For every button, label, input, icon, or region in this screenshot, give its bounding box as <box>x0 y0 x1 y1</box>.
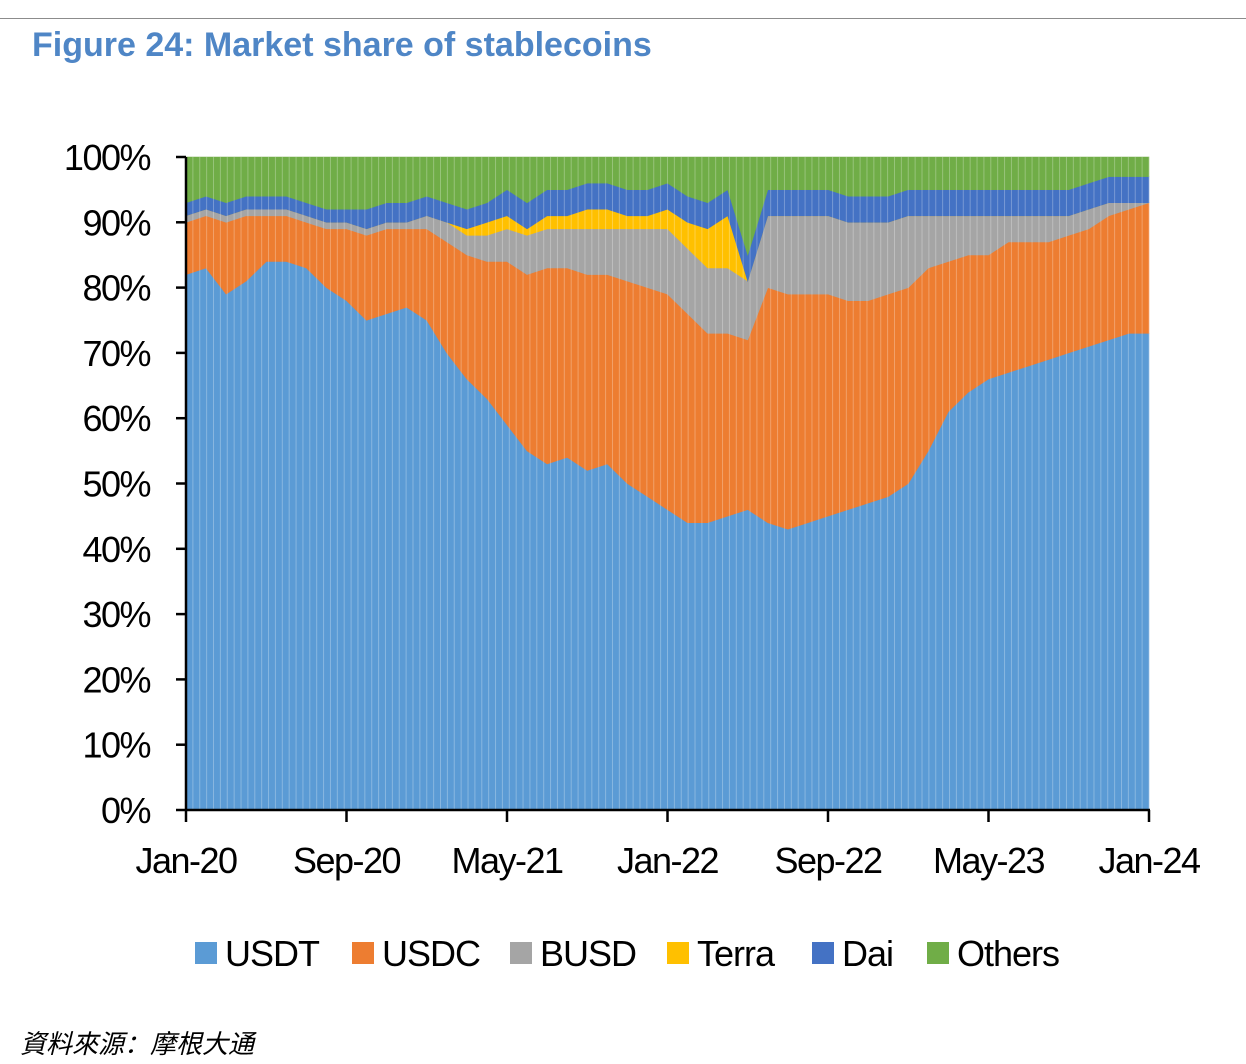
legend-label-others: Others <box>957 933 1059 974</box>
axes <box>176 155 1151 822</box>
figure-title: Figure 24: Market share of stablecoins <box>32 26 652 64</box>
y-tick-label: 40% <box>82 529 150 570</box>
y-tick-label: 80% <box>82 268 150 309</box>
legend-label-usdc: USDC <box>382 933 480 974</box>
y-tick-label: 20% <box>82 659 150 700</box>
legend-swatch-dai <box>812 942 834 964</box>
legend-label-dai: Dai <box>842 933 893 974</box>
legend: USDT USDC BUSD Terra Dai Others <box>195 933 1060 974</box>
x-tick-label: Jan-24 <box>1098 840 1200 881</box>
x-tick-label: May-23 <box>933 840 1045 881</box>
bar-stripes <box>185 157 1150 810</box>
y-tick-label: 60% <box>82 398 150 439</box>
y-tick-label: 0% <box>101 790 151 831</box>
x-tick-label: Sep-20 <box>293 840 401 881</box>
area-layers <box>185 156 1150 811</box>
x-tick-label: Jan-22 <box>617 840 719 881</box>
y-tick-label: 50% <box>82 464 150 505</box>
y-tick-label: 10% <box>82 725 150 766</box>
chart: 0% 10% 20% 30% 40% 50% 60% 70% 80% 90% 100% Jan-20… <box>64 137 1202 974</box>
x-tick-label: Jan-20 <box>135 840 237 881</box>
x-tick-labels: Jan-20 Sep-20 May-21 Jan-22 Sep-22 May-23 Jan-… <box>135 840 1201 881</box>
legend-label-terra: Terra <box>697 933 776 974</box>
source-note: 資料來源：摩根大通 <box>20 1030 255 1060</box>
x-tick-label: Sep-22 <box>774 840 882 881</box>
legend-swatch-usdc <box>352 942 374 964</box>
y-tick-label: 30% <box>82 594 150 635</box>
y-tick-label: 100% <box>64 137 151 178</box>
y-tick-labels: 0% 10% 20% 30% 40% 50% 60% 70% 80% 90% 100% <box>64 137 152 831</box>
top-rule <box>0 18 1246 19</box>
area-others <box>185 156 1150 256</box>
legend-swatch-busd <box>510 942 532 964</box>
legend-label-busd: BUSD <box>540 933 636 974</box>
y-tick-label: 90% <box>82 202 150 243</box>
legend-swatch-usdt <box>195 942 217 964</box>
legend-swatch-terra <box>667 942 689 964</box>
y-tick-label: 70% <box>82 333 150 374</box>
x-tick-label: May-21 <box>451 840 563 881</box>
legend-label-usdt: USDT <box>225 933 320 974</box>
legend-swatch-others <box>927 942 949 964</box>
